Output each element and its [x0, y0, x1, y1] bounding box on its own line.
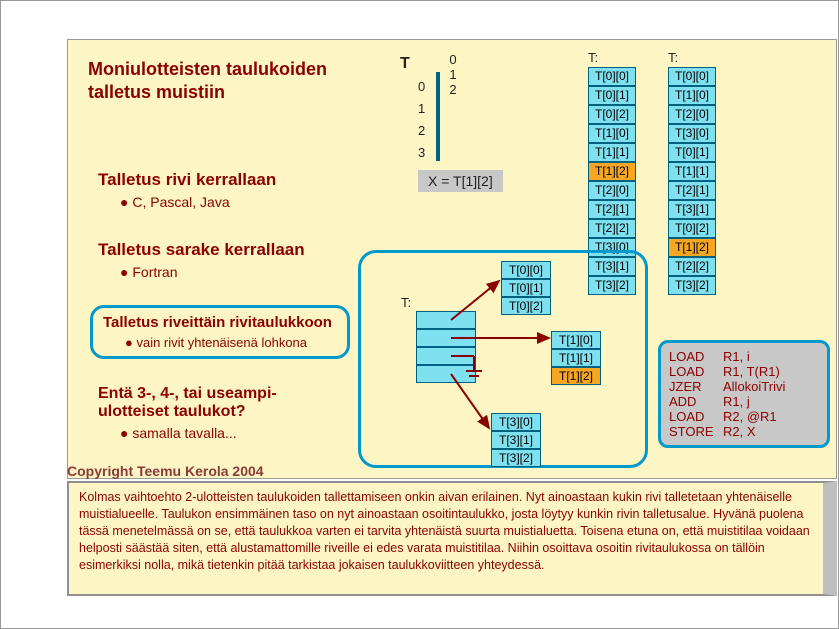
block3: T[3][0]T[3][1]T[3][2] — [491, 413, 541, 467]
mem-cell: T[2][0] — [588, 181, 636, 200]
grid-cell — [439, 95, 440, 117]
row-label: 3 — [418, 142, 425, 164]
section-row-bullet: C, Pascal, Java — [120, 194, 276, 210]
section-multi: Entä 3-, 4-, tai useampi-ulotteiset taul… — [98, 385, 328, 441]
mem-cell: T[3][1] — [668, 200, 716, 219]
section-rowarr-heading: Talletus riveittäin rivitaulukkoon — [103, 314, 337, 331]
section-row: Talletus rivi kerrallaan C, Pascal, Java — [98, 170, 276, 210]
col-label: 0 — [438, 52, 468, 67]
formula: X = T[1][2] — [418, 170, 503, 192]
mem-cell: T[3][0] — [668, 124, 716, 143]
mem-cell: T[3][2] — [491, 449, 541, 467]
section-multi-heading: Entä 3-, 4-, tai useampi-ulotteiset taul… — [98, 385, 328, 421]
memcol-col: T: T[0][0]T[1][0]T[2][0]T[3][0]T[0][1]T[… — [668, 50, 716, 295]
block0: T[0][0]T[0][1]T[0][2] — [501, 261, 551, 315]
mem-cell: T[3][0] — [491, 413, 541, 431]
t-grid-col-labels: 012 — [438, 52, 468, 97]
block1: T[1][0]T[1][1]T[1][2] — [551, 331, 601, 385]
section-rowarr-bullet: vain rivit yhtenäisenä lohkona — [125, 335, 337, 350]
mem-cell: T[1][0] — [668, 86, 716, 105]
mem-cell: T[0][1] — [501, 279, 551, 297]
mem-cell: T[0][0] — [588, 67, 636, 86]
col-label: 1 — [438, 67, 468, 82]
mem-cell: T[1][2] — [588, 162, 636, 181]
mem-cell: T[2][2] — [668, 257, 716, 276]
memcol-col-label: T: — [668, 50, 716, 65]
mem-cell: T[1][1] — [551, 349, 601, 367]
diagram: T: T[0][0]T[0][1]T[0][2] T[1][0]T[1][1]T… — [358, 250, 648, 468]
diagram-label: T: — [401, 295, 411, 310]
t-grid-row-labels: 0123 — [418, 76, 425, 164]
mem-cell: T[3][1] — [491, 431, 541, 449]
code-line: LOADR1, i — [669, 349, 819, 364]
code-line: JZERAllokoiTrivi — [669, 379, 819, 394]
mem-cell: T[2][1] — [668, 181, 716, 200]
row-label: 2 — [418, 120, 425, 142]
mem-cell: T[1][0] — [588, 124, 636, 143]
mem-cell: T[1][2] — [668, 238, 716, 257]
mem-cell: T[0][2] — [588, 105, 636, 124]
section-col-heading: Talletus sarake kerrallaan — [98, 240, 305, 260]
page: Moniulotteisten taulukoiden talletus mui… — [0, 0, 839, 629]
slide: Moniulotteisten taulukoiden talletus mui… — [67, 39, 837, 479]
mem-cell: T[1][1] — [668, 162, 716, 181]
mem-cell: T[2][1] — [588, 200, 636, 219]
row-label: 1 — [418, 98, 425, 120]
notes-panel[interactable]: Kolmas vaihtoehto 2-ulotteisten taulukoi… — [67, 481, 837, 596]
mem-cell: T[1][1] — [588, 143, 636, 162]
section-col: Talletus sarake kerrallaan Fortran — [98, 240, 305, 280]
grid-cell — [439, 117, 440, 139]
t-grid-table — [436, 72, 440, 161]
mem-cell: T[0][0] — [668, 67, 716, 86]
mem-cell: T[1][2] — [551, 367, 601, 385]
code-line: STORER2, X — [669, 424, 819, 439]
section-rowarr: Talletus riveittäin rivitaulukkoon vain … — [90, 305, 350, 359]
code-line: ADDR1, j — [669, 394, 819, 409]
mem-cell: T[0][2] — [668, 219, 716, 238]
mem-cell: T[1][0] — [551, 331, 601, 349]
section-multi-bullet: samalla tavalla... — [120, 425, 328, 441]
slide-title: Moniulotteisten taulukoiden talletus mui… — [88, 58, 348, 105]
mem-cell: T[2][2] — [588, 219, 636, 238]
row-label: 0 — [418, 76, 425, 98]
t-grid-label: T — [400, 55, 410, 73]
mem-cell: T[0][1] — [668, 143, 716, 162]
pointer-stack — [416, 311, 476, 383]
section-row-heading: Talletus rivi kerrallaan — [98, 170, 276, 190]
mem-cell: T[2][0] — [668, 105, 716, 124]
col-label: 2 — [438, 82, 468, 97]
code-box: LOADR1, iLOADR1, T(R1)JZERAllokoiTriviAD… — [658, 340, 830, 448]
mem-cell: T[0][2] — [501, 297, 551, 315]
mem-cell: T[3][2] — [668, 276, 716, 295]
memcol-row-label: T: — [588, 50, 636, 65]
code-line: LOADR2, @R1 — [669, 409, 819, 424]
section-col-bullet: Fortran — [120, 264, 305, 280]
mem-cell: T[0][0] — [501, 261, 551, 279]
grid-cell — [439, 73, 440, 95]
copyright: Copyright Teemu Kerola 2004 — [67, 463, 264, 479]
code-line: LOADR1, T(R1) — [669, 364, 819, 379]
mem-cell: T[0][1] — [588, 86, 636, 105]
grid-cell — [439, 139, 440, 161]
